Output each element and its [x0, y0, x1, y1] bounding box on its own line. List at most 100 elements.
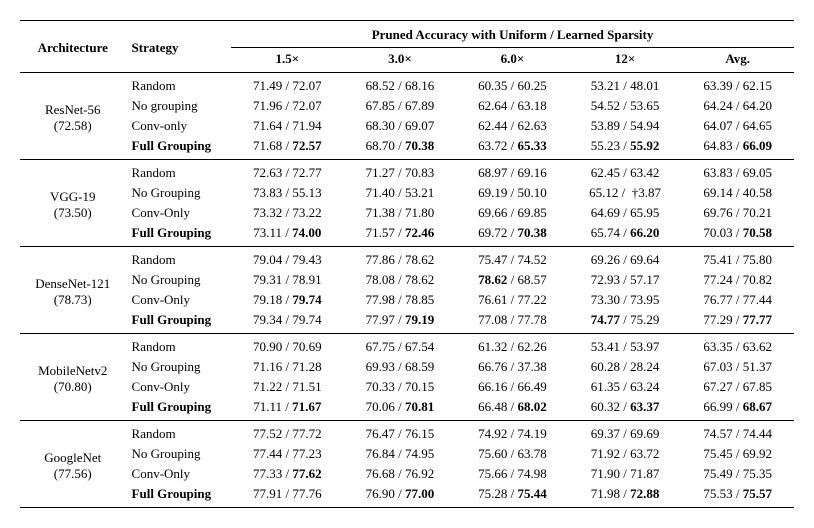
architecture-cell: MobileNetv2(70.80) — [20, 334, 126, 421]
value-cell: 71.90 / 71.87 — [569, 464, 682, 484]
strategy-cell: Conv-only — [126, 116, 232, 136]
value-cell: 76.47 / 76.15 — [344, 421, 457, 445]
results-table: Architecture Strategy Pruned Accuracy wi… — [20, 20, 794, 508]
architecture-baseline: (72.58) — [26, 118, 120, 134]
value-cell: 74.77 / 75.29 — [569, 310, 682, 334]
value-cell: 78.62 / 68.57 — [456, 270, 569, 290]
value-cell: 71.49 / 72.07 — [231, 73, 344, 97]
value-cell: 71.92 / 63.72 — [569, 444, 682, 464]
value-cell: 77.98 / 78.85 — [344, 290, 457, 310]
value-cell: 76.61 / 77.22 — [456, 290, 569, 310]
value-cell: 71.11 / 71.67 — [231, 397, 344, 421]
value-cell: 77.08 / 77.78 — [456, 310, 569, 334]
strategy-cell: Full Grouping — [126, 484, 232, 508]
value-cell: 63.83 / 69.05 — [681, 160, 794, 184]
architecture-name: ResNet-56 — [26, 102, 120, 118]
value-cell: 73.11 / 74.00 — [231, 223, 344, 247]
value-cell: 75.45 / 69.92 — [681, 444, 794, 464]
value-cell: 69.14 / 40.58 — [681, 183, 794, 203]
strategy-cell: Full Grouping — [126, 310, 232, 334]
value-cell: 64.24 / 64.20 — [681, 96, 794, 116]
table-row: Full Grouping79.34 / 79.7477.97 / 79.197… — [20, 310, 794, 334]
strategy-cell: Conv-Only — [126, 203, 232, 223]
value-cell: 69.66 / 69.85 — [456, 203, 569, 223]
value-cell: 75.47 / 74.52 — [456, 247, 569, 271]
col-span-header: Pruned Accuracy with Uniform / Learned S… — [231, 21, 794, 48]
value-cell: 60.28 / 28.24 — [569, 357, 682, 377]
col-architecture: Architecture — [20, 21, 126, 73]
col-1-5x: 1.5× — [231, 48, 344, 73]
architecture-name: GoogleNet — [26, 450, 120, 466]
table-body: ResNet-56(72.58)Random71.49 / 72.0768.52… — [20, 73, 794, 508]
value-cell: 69.26 / 69.64 — [569, 247, 682, 271]
value-cell: 71.96 / 72.07 — [231, 96, 344, 116]
strategy-cell: No Grouping — [126, 183, 232, 203]
value-cell: 71.57 / 72.46 — [344, 223, 457, 247]
table-row: Full Grouping71.11 / 71.6770.06 / 70.816… — [20, 397, 794, 421]
value-cell: 53.41 / 53.97 — [569, 334, 682, 358]
architecture-baseline: (77.56) — [26, 466, 120, 482]
value-cell: 67.85 / 67.89 — [344, 96, 457, 116]
value-cell: 69.72 / 70.38 — [456, 223, 569, 247]
strategy-cell: No Grouping — [126, 357, 232, 377]
strategy-cell: Random — [126, 160, 232, 184]
value-cell: 71.40 / 53.21 — [344, 183, 457, 203]
col-avg: Avg. — [681, 48, 794, 73]
value-cell: 63.39 / 62.15 — [681, 73, 794, 97]
col-3-0x: 3.0× — [344, 48, 457, 73]
table-row: Full Grouping77.91 / 77.7676.90 / 77.00 7… — [20, 484, 794, 508]
value-cell: 75.60 / 63.78 — [456, 444, 569, 464]
value-cell: 67.03 / 51.37 — [681, 357, 794, 377]
value-cell: 75.41 / 75.80 — [681, 247, 794, 271]
table-row: No Grouping73.83 / 55.1371.40 / 53.2169.… — [20, 183, 794, 203]
value-cell: 64.69 / 65.95 — [569, 203, 682, 223]
value-cell: 65.12 / †3.87 — [569, 183, 682, 203]
value-cell: 71.22 / 71.51 — [231, 377, 344, 397]
value-cell: 76.84 / 74.95 — [344, 444, 457, 464]
table-row: DenseNet-121(78.73)Random79.04 / 79.4377… — [20, 247, 794, 271]
architecture-baseline: (78.73) — [26, 292, 120, 308]
strategy-cell: Conv-Only — [126, 377, 232, 397]
architecture-baseline: (70.80) — [26, 379, 120, 395]
table-row: No Grouping71.16 / 71.2869.93 / 68.5966.… — [20, 357, 794, 377]
architecture-baseline: (73.50) — [26, 205, 120, 221]
value-cell: 77.86 / 78.62 — [344, 247, 457, 271]
table-row: ResNet-56(72.58)Random71.49 / 72.0768.52… — [20, 73, 794, 97]
value-cell: 77.44 / 77.23 — [231, 444, 344, 464]
value-cell: 68.97 / 69.16 — [456, 160, 569, 184]
table-row: MobileNetv2(70.80)Random70.90 / 70.6967.… — [20, 334, 794, 358]
value-cell: 54.52 / 53.65 — [569, 96, 682, 116]
value-cell: 60.32 / 63.37 — [569, 397, 682, 421]
value-cell: 64.07 / 64.65 — [681, 116, 794, 136]
architecture-name: DenseNet-121 — [26, 276, 120, 292]
value-cell: 76.77 / 77.44 — [681, 290, 794, 310]
value-cell: 62.64 / 63.18 — [456, 96, 569, 116]
value-cell: 67.27 / 67.85 — [681, 377, 794, 397]
table-row: Conv-only71.64 / 71.9468.30 / 69.0762.44… — [20, 116, 794, 136]
architecture-name: VGG-19 — [26, 189, 120, 205]
table-row: Full Grouping73.11 / 74.0071.57 / 72.466… — [20, 223, 794, 247]
strategy-cell: Random — [126, 73, 232, 97]
strategy-cell: Random — [126, 334, 232, 358]
value-cell: 62.45 / 63.42 — [569, 160, 682, 184]
table-row: Conv-Only79.18 / 79.7477.98 / 78.8576.61… — [20, 290, 794, 310]
value-cell: 67.75 / 67.54 — [344, 334, 457, 358]
value-cell: 76.90 / 77.00 — [344, 484, 457, 508]
value-cell: 79.31 / 78.91 — [231, 270, 344, 290]
value-cell: 71.27 / 70.83 — [344, 160, 457, 184]
value-cell: 77.24 / 70.82 — [681, 270, 794, 290]
value-cell: 77.91 / 77.76 — [231, 484, 344, 508]
value-cell: 68.30 / 69.07 — [344, 116, 457, 136]
value-cell: 70.90 / 70.69 — [231, 334, 344, 358]
value-cell: 75.53 / 75.57 — [681, 484, 794, 508]
architecture-name: MobileNetv2 — [26, 363, 120, 379]
value-cell: 60.35 / 60.25 — [456, 73, 569, 97]
value-cell: 70.06 / 70.81 — [344, 397, 457, 421]
strategy-cell: Random — [126, 247, 232, 271]
strategy-cell: Random — [126, 421, 232, 445]
value-cell: 79.34 / 79.74 — [231, 310, 344, 334]
value-cell: 73.32 / 73.22 — [231, 203, 344, 223]
strategy-cell: No Grouping — [126, 444, 232, 464]
col-12x: 12× — [569, 48, 682, 73]
value-cell: 53.89 / 54.94 — [569, 116, 682, 136]
